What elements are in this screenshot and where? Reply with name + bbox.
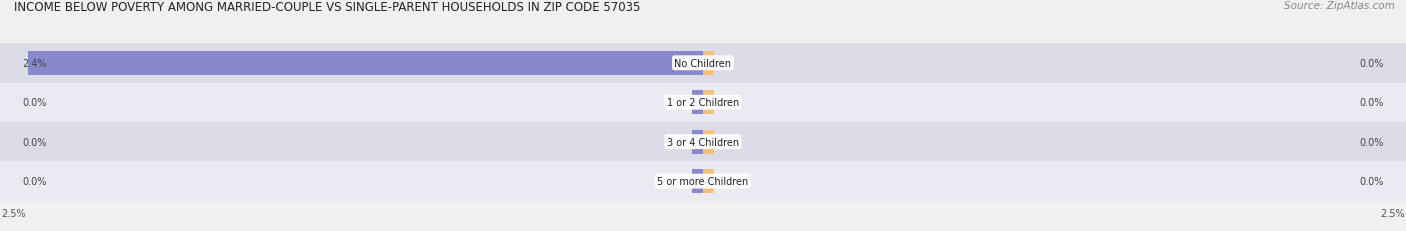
Text: 0.0%: 0.0%	[22, 98, 46, 108]
Text: 0.0%: 0.0%	[1360, 176, 1384, 186]
Bar	[0, 44, 1406, 83]
Text: Source: ZipAtlas.com: Source: ZipAtlas.com	[1284, 1, 1395, 11]
Bar	[0, 162, 1406, 201]
Text: 0.0%: 0.0%	[1360, 98, 1384, 108]
Bar	[0, 122, 1406, 162]
Text: 0.0%: 0.0%	[22, 137, 46, 147]
Bar	[28, 52, 703, 75]
Text: 5 or more Children: 5 or more Children	[658, 176, 748, 186]
Text: 2.4%: 2.4%	[22, 58, 46, 69]
Bar	[703, 91, 714, 115]
Bar	[703, 170, 714, 193]
Bar	[692, 91, 703, 115]
Text: INCOME BELOW POVERTY AMONG MARRIED-COUPLE VS SINGLE-PARENT HOUSEHOLDS IN ZIP COD: INCOME BELOW POVERTY AMONG MARRIED-COUPL…	[14, 1, 641, 14]
Text: 1 or 2 Children: 1 or 2 Children	[666, 98, 740, 108]
Bar	[703, 52, 714, 75]
Bar	[703, 130, 714, 154]
Bar	[0, 83, 1406, 122]
Text: 2.5%: 2.5%	[1, 208, 27, 218]
Text: 0.0%: 0.0%	[22, 176, 46, 186]
Text: 3 or 4 Children: 3 or 4 Children	[666, 137, 740, 147]
Text: 2.5%: 2.5%	[1379, 208, 1405, 218]
Text: 0.0%: 0.0%	[1360, 137, 1384, 147]
Bar	[692, 170, 703, 193]
Text: 0.0%: 0.0%	[1360, 58, 1384, 69]
Text: No Children: No Children	[675, 58, 731, 69]
Bar	[692, 130, 703, 154]
